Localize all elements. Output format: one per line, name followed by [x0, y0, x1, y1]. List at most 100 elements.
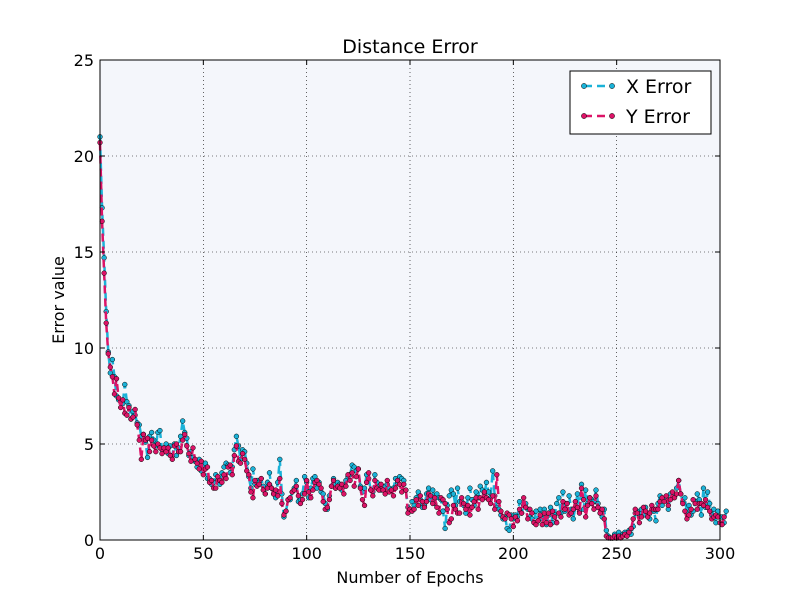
data-point-y-error — [492, 506, 498, 512]
y-tick-label: 20 — [74, 147, 94, 166]
data-point-x-error — [430, 487, 436, 493]
data-point-y-error — [295, 493, 302, 499]
data-point-y-error — [229, 472, 235, 478]
series-layer — [97, 134, 729, 541]
series-y-error — [97, 139, 727, 541]
data-point-y-error — [324, 504, 330, 511]
data-point-y-error — [252, 477, 258, 484]
data-point-y-error — [124, 412, 130, 418]
data-point-x-error — [149, 429, 155, 436]
data-point-y-error — [277, 475, 283, 482]
data-point-y-error — [576, 510, 583, 516]
data-point-y-error — [401, 481, 407, 487]
data-point-y-error — [118, 404, 124, 411]
data-point-y-error — [196, 466, 202, 472]
data-point-y-error — [448, 516, 454, 522]
y-axis-label: Error value — [49, 256, 68, 344]
data-point-y-error — [469, 504, 475, 511]
data-point-y-error — [279, 500, 285, 507]
data-point-y-error — [105, 351, 111, 357]
data-point-y-error — [707, 508, 713, 514]
data-point-y-error — [521, 495, 527, 501]
data-point-y-error — [518, 510, 525, 516]
legend: X Error Y Error — [569, 70, 712, 135]
data-point-x-error — [250, 466, 256, 472]
data-point-y-error — [304, 477, 310, 484]
data-point-y-error — [529, 510, 535, 516]
data-point-y-error — [549, 508, 556, 514]
data-point-x-error — [450, 491, 457, 497]
data-point-y-error — [138, 456, 144, 463]
data-point-y-error — [101, 270, 107, 276]
data-point-y-error — [250, 495, 256, 501]
data-point-x-error — [566, 493, 572, 499]
data-point-y-error — [535, 518, 541, 524]
data-point-y-error — [287, 495, 293, 501]
data-point-y-error — [275, 493, 281, 499]
data-point-y-error — [136, 437, 142, 443]
data-point-y-error — [248, 489, 254, 495]
data-point-y-error — [182, 431, 188, 438]
data-point-y-error — [256, 481, 262, 487]
legend-marker-x-error — [581, 83, 587, 89]
data-point-y-error — [434, 504, 440, 511]
data-point-y-error — [413, 497, 419, 503]
data-point-y-error — [318, 485, 324, 491]
data-point-y-error — [378, 481, 384, 487]
data-point-x-error — [293, 477, 299, 484]
legend-marker-y-error — [609, 113, 615, 119]
data-point-x-error — [144, 454, 151, 461]
data-point-y-error — [326, 497, 333, 503]
data-point-x-error — [122, 381, 128, 388]
data-point-y-error — [432, 495, 438, 501]
data-point-y-error — [351, 483, 357, 489]
data-point-y-error — [494, 472, 500, 478]
data-point-y-error — [392, 485, 399, 491]
data-point-y-error — [233, 443, 240, 449]
data-point-y-error — [308, 495, 314, 501]
data-point-x-error — [109, 356, 116, 363]
data-point-y-error — [372, 477, 378, 484]
data-point-y-error — [562, 506, 568, 512]
data-point-y-error — [665, 502, 671, 509]
data-point-x-error — [704, 489, 711, 495]
data-point-y-error — [436, 510, 442, 516]
data-point-x-error — [698, 512, 705, 518]
data-point-y-error — [258, 475, 264, 482]
data-point-x-error — [372, 472, 378, 478]
data-point-x-error — [700, 485, 707, 491]
data-point-y-error — [361, 502, 368, 509]
y-tick-label: 5 — [84, 435, 94, 454]
data-point-y-error — [341, 491, 347, 497]
x-tick-label: 50 — [193, 544, 213, 563]
data-point-x-error — [506, 527, 512, 534]
data-point-y-error — [198, 458, 204, 464]
x-tick-label: 300 — [705, 544, 736, 563]
data-point-y-error — [580, 497, 587, 503]
data-point-x-error — [180, 418, 186, 424]
data-point-y-error — [113, 376, 120, 382]
data-point-y-error — [299, 497, 306, 503]
y-tick-label: 0 — [84, 531, 94, 550]
data-point-y-error — [702, 497, 709, 503]
data-point-y-error — [186, 450, 192, 457]
data-point-y-error — [628, 525, 634, 532]
data-point-y-error — [242, 456, 248, 463]
data-point-y-error — [634, 510, 640, 516]
data-point-y-error — [213, 485, 219, 491]
data-point-y-error — [661, 498, 667, 505]
data-point-x-error — [473, 489, 479, 495]
data-point-y-error — [366, 470, 372, 476]
data-point-x-error — [694, 491, 700, 497]
data-point-y-error — [208, 477, 215, 484]
data-point-x-error — [490, 468, 496, 474]
data-point-y-error — [599, 506, 605, 512]
y-tick-label: 10 — [74, 339, 94, 358]
data-point-y-error — [558, 514, 564, 520]
data-point-y-error — [525, 516, 531, 522]
data-point-x-error — [723, 508, 729, 514]
chart-title: Distance Error — [342, 36, 478, 58]
data-point-y-error — [442, 500, 448, 507]
data-point-y-error — [444, 506, 450, 512]
